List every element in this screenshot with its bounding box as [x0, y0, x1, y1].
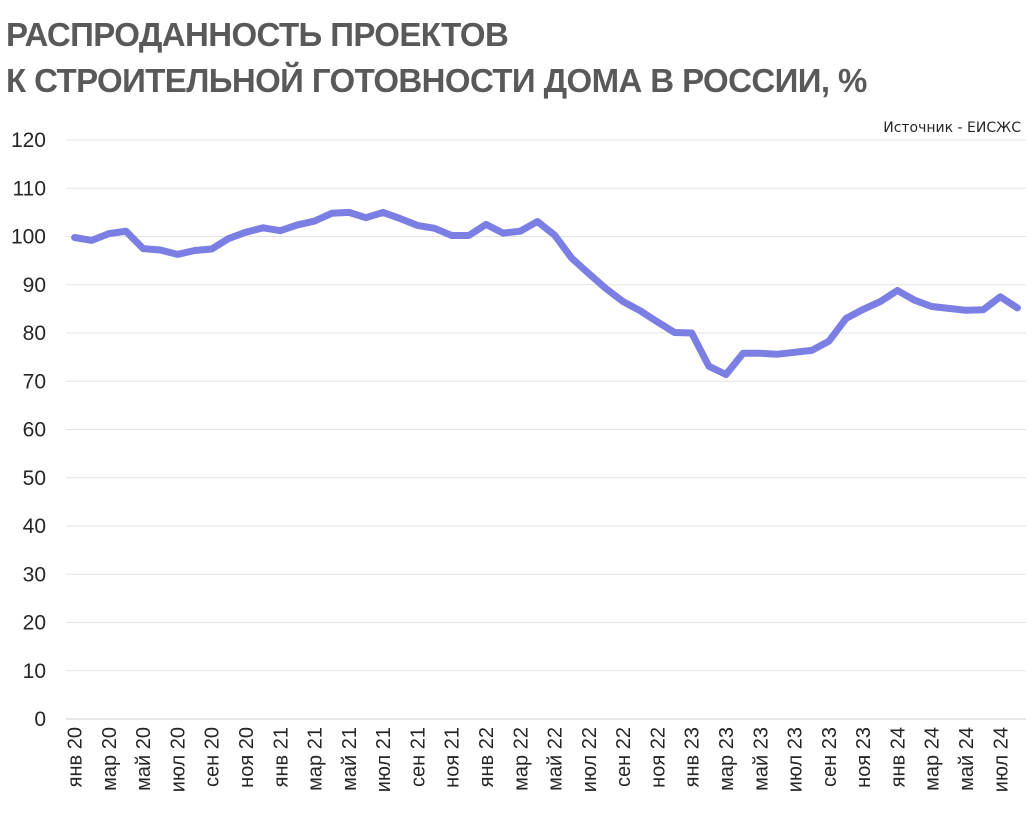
x-tick-label: июл 24	[990, 727, 1012, 792]
x-tick-label: янв 22	[476, 727, 498, 787]
y-tick-label: 20	[23, 612, 46, 635]
x-tick-label: ноя 20	[236, 727, 258, 788]
chart-title-line-2: К СТРОИТЕЛЬНОЙ ГОТОВНОСТИ ДОМА В РОССИИ,…	[6, 62, 867, 99]
y-tick-label: 90	[23, 274, 46, 297]
y-tick-label: 10	[23, 660, 46, 683]
x-tick-label: июл 20	[167, 727, 189, 792]
x-tick-label: июл 23	[785, 727, 807, 792]
chart-title: РАСПРОДАННОСТЬ ПРОЕКТОВ К СТРОИТЕЛЬНОЙ Г…	[6, 12, 867, 104]
y-tick-label: 50	[23, 467, 46, 490]
x-tick-label: мар 20	[99, 727, 121, 791]
series-line-0	[71, 208, 1021, 378]
y-tick-label: 80	[23, 322, 46, 345]
x-tick-label: май 21	[339, 727, 361, 791]
x-tick-label: сен 23	[819, 727, 841, 787]
source-note: Источник - ЕИСЖС	[883, 120, 1021, 136]
x-tick-label: янв 20	[65, 727, 87, 787]
x-tick-label: мар 23	[716, 727, 738, 791]
x-tick-label: мар 21	[305, 727, 327, 791]
x-tick-label: ноя 21	[442, 727, 464, 788]
x-tick-label: май 22	[545, 727, 567, 791]
y-tick-label: 70	[23, 370, 46, 393]
x-tick-label: июл 21	[373, 727, 395, 792]
x-tick-label: янв 23	[682, 727, 704, 787]
x-axis-ticks: янв 20 мар 20 май 20 июл 20 сен 20 ноя 20 янв …	[65, 727, 1013, 792]
x-tick-label: сен 22	[613, 727, 635, 787]
y-tick-label: 120	[11, 129, 46, 152]
y-tick-label: 60	[23, 419, 46, 442]
x-tick-label: сен 21	[407, 727, 429, 787]
x-tick-label: янв 21	[270, 727, 292, 787]
x-tick-label: ноя 23	[853, 727, 875, 788]
y-tick-label: 40	[23, 515, 46, 538]
x-tick-label: май 20	[133, 727, 155, 791]
x-tick-label: мар 24	[922, 727, 944, 791]
x-tick-label: июл 22	[579, 727, 601, 792]
x-tick-label: мар 22	[510, 727, 532, 791]
y-tick-label: 110	[13, 177, 46, 200]
x-tick-label: сен 20	[202, 727, 224, 787]
y-tick-label: 100	[11, 226, 46, 249]
x-tick-label: янв 24	[887, 727, 909, 787]
chart-title-line-1: РАСПРОДАННОСТЬ ПРОЕКТОВ	[6, 16, 509, 53]
y-tick-label: 0	[34, 708, 46, 731]
x-tick-label: ноя 22	[647, 727, 669, 788]
series-layer	[71, 208, 1021, 378]
x-tick-label: май 24	[956, 727, 978, 791]
y-tick-label: 30	[23, 563, 46, 586]
gridlines	[66, 139, 1026, 720]
x-tick-label: май 23	[750, 727, 772, 791]
y-axis-ticks: 0 10 20 30 40 50 60 70 80 90 100 110 120	[11, 129, 46, 731]
